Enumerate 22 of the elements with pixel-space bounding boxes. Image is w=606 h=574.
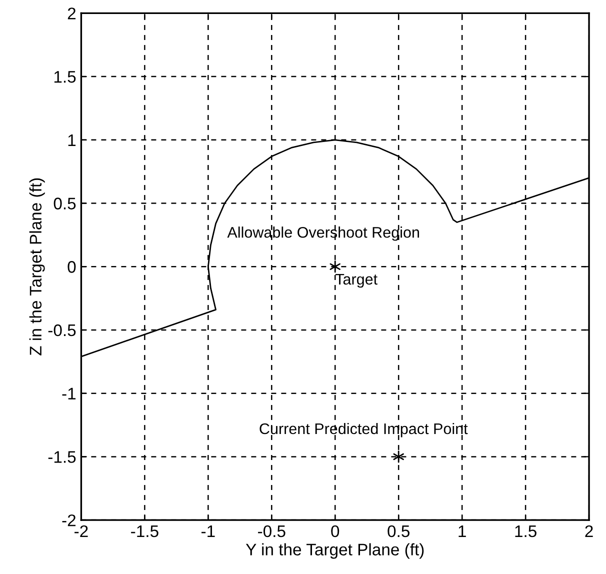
y-tick-label: 0.5: [54, 198, 76, 210]
x-tick-label: 1.5: [515, 526, 536, 538]
y-tick-label: -2: [62, 514, 76, 526]
x-tick-label: -1: [201, 526, 215, 537]
y-tick-label: -1.5: [48, 451, 76, 463]
x-tick-label: 0.5: [388, 525, 410, 538]
x-tick-label: 0: [331, 525, 340, 538]
x-tick-label: 1: [458, 526, 466, 537]
x-axis-title: Y in the Target Plane (ft): [246, 543, 424, 559]
y-tick-label: -1: [62, 388, 76, 400]
y-tick-label: -0.5: [48, 324, 76, 336]
annotation: Target: [335, 274, 378, 288]
annotation: Current Predicted Impact Point: [260, 422, 468, 438]
y-axis-title: Z in the Target Plane (ft): [29, 178, 45, 356]
y-tick-label: 1: [68, 134, 76, 146]
x-tick-label: -0.5: [258, 525, 286, 538]
x-tick-label: 2: [585, 525, 593, 537]
y-tick-label: 0: [68, 261, 76, 273]
annotation: Allowable Overshoot Region: [227, 226, 419, 241]
y-tick-label: 2: [68, 8, 76, 20]
x-tick-label: -1.5: [131, 526, 158, 538]
y-tick-label: 1.5: [54, 71, 76, 83]
